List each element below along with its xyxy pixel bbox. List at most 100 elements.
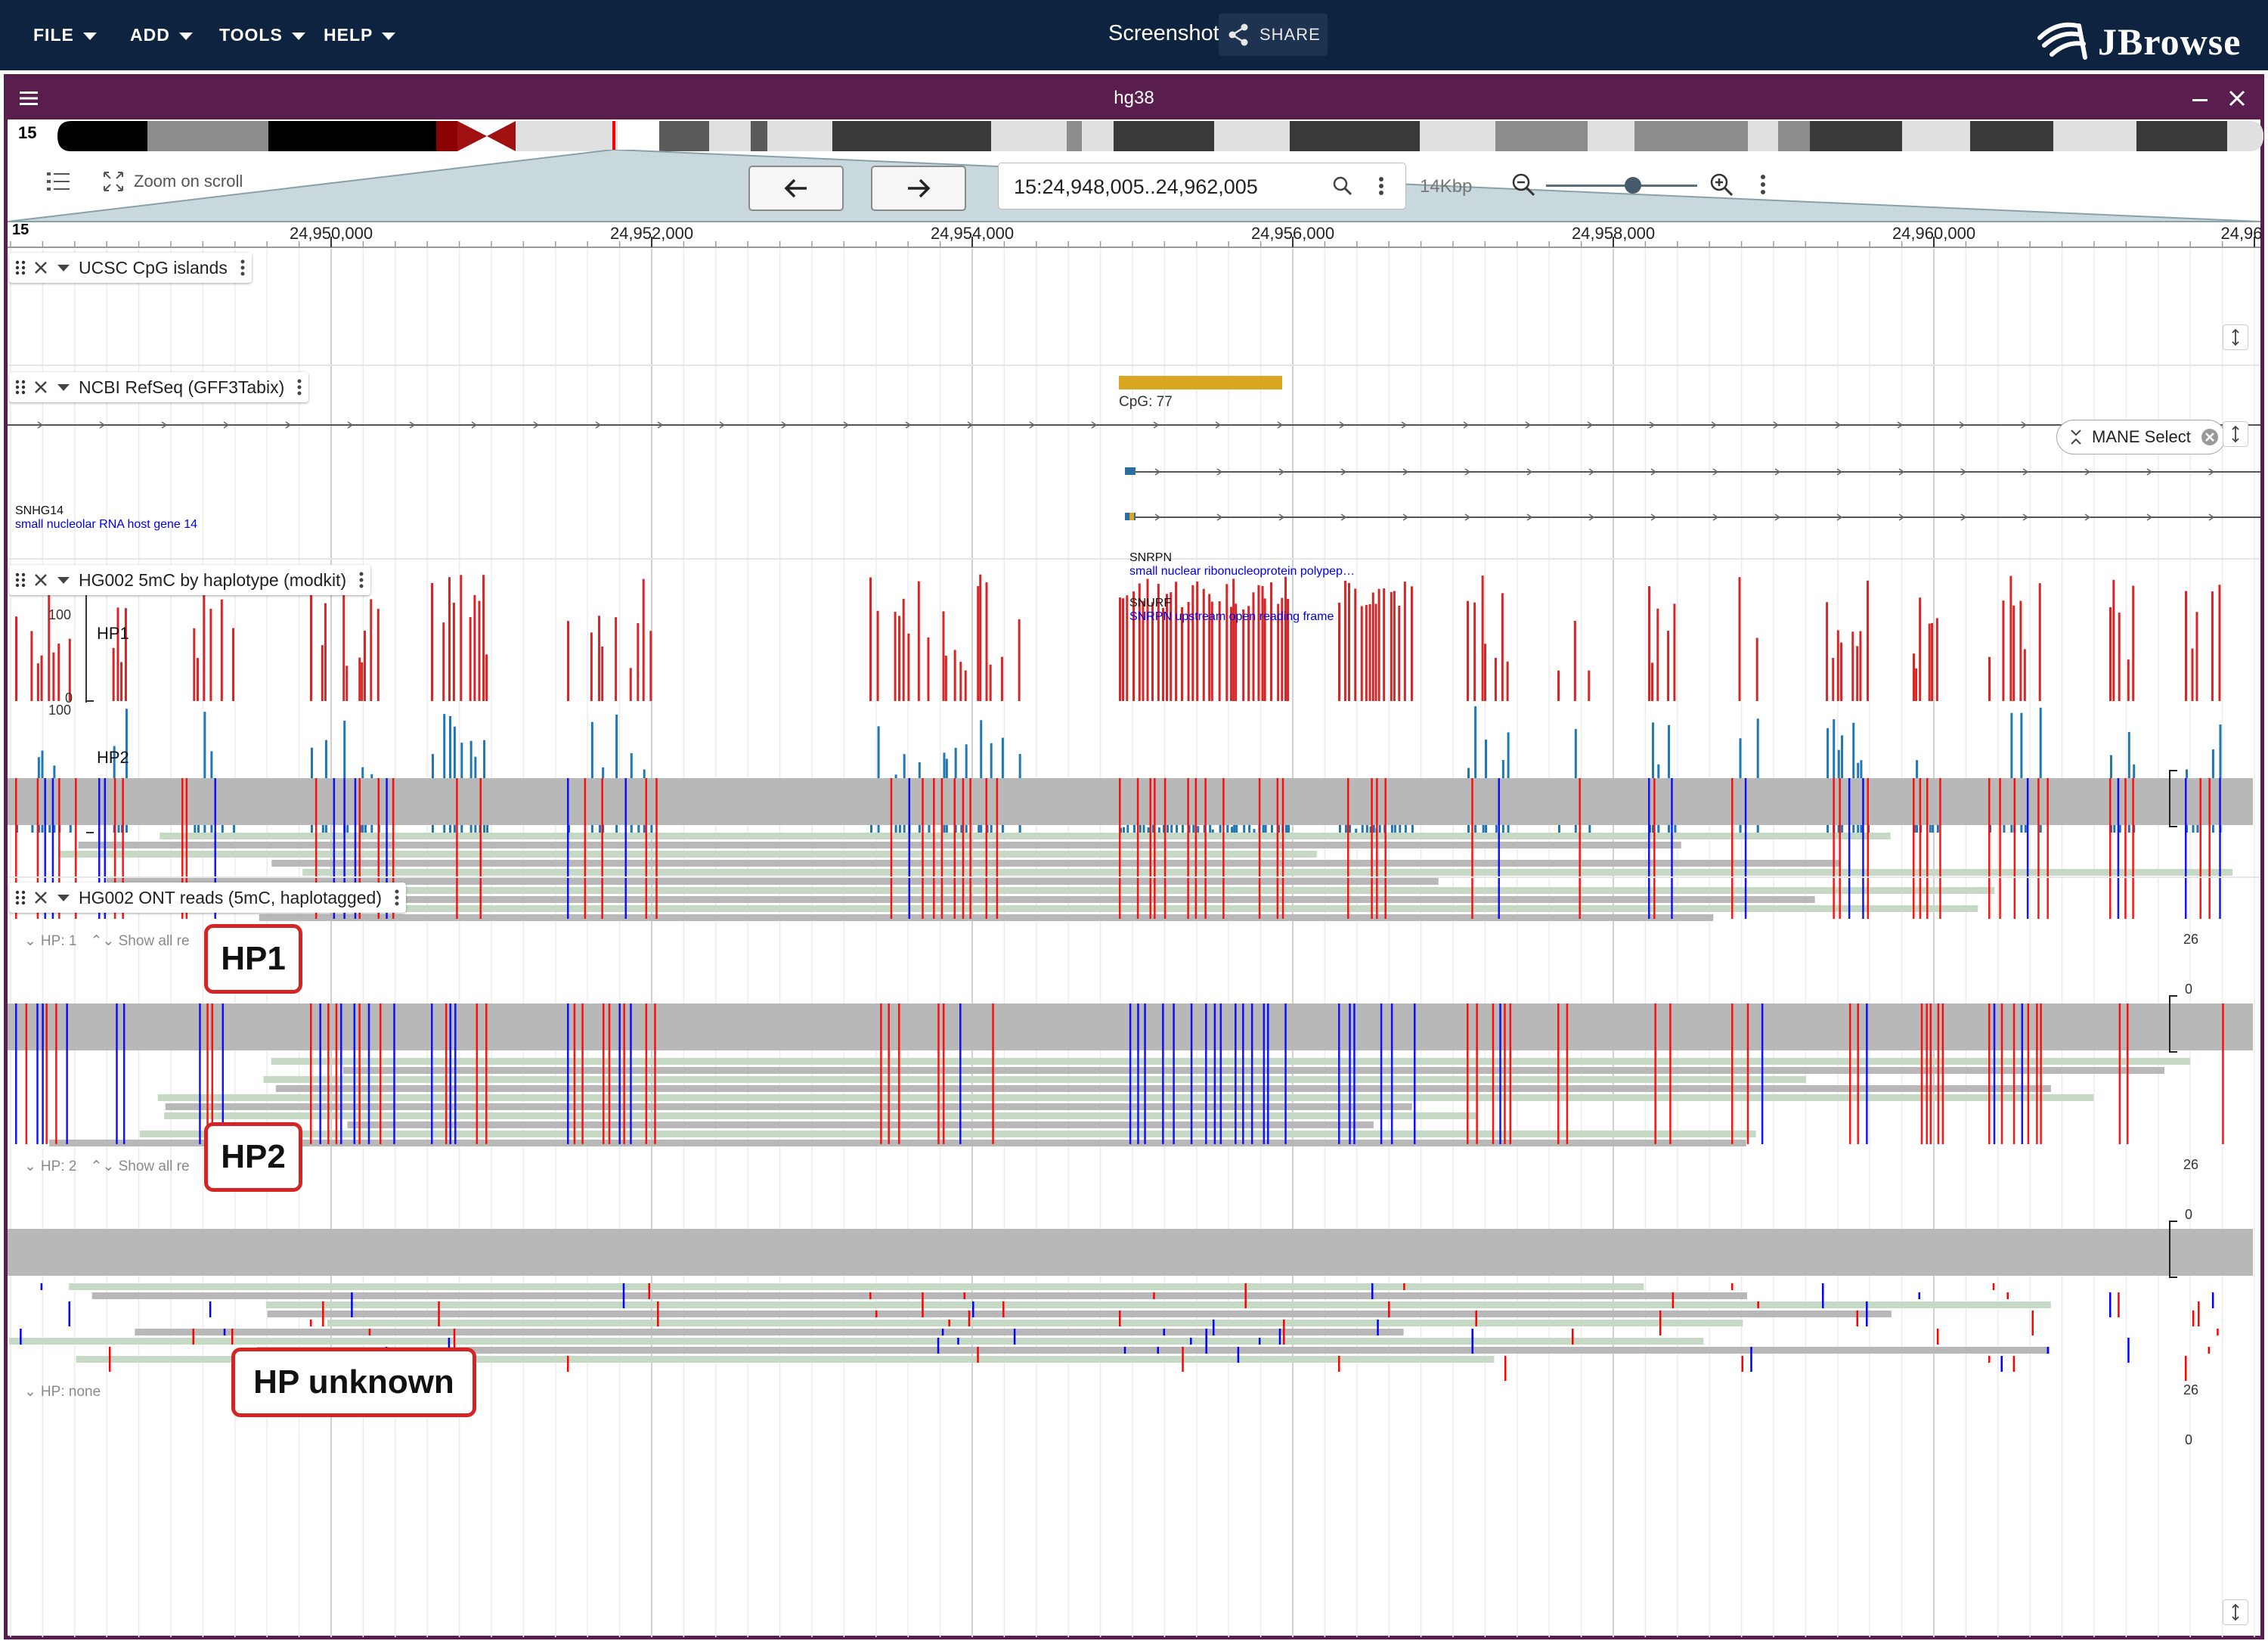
close-icon[interactable] [33,380,48,395]
modification-mark [1119,778,1121,919]
modification-mark [1939,778,1941,919]
group-collapse-icon[interactable]: ⌄ [24,933,36,949]
callout-hp-unknown-box: HP unknown [231,1348,476,1417]
strand-arrow [1526,468,1533,476]
modification-mark [1267,1004,1269,1144]
remove-filter-icon[interactable] [2200,427,2220,447]
group-header-hp1[interactable]: ⌄ HP: 1 ⌃⌄ Show all re [24,932,190,950]
track-separator[interactable] [8,558,2260,560]
drag-handle-icon[interactable] [15,889,26,906]
hp1-methylation-bar [1122,598,1125,701]
menu-icon[interactable] [18,88,39,108]
pan-left-button[interactable] [748,166,844,211]
group-collapse-icon[interactable]: ⌄ [24,1159,36,1174]
show-all-reads-toggle[interactable]: ⌃⌄ Show all re [90,1159,190,1174]
menu-tools[interactable]: TOOLS [219,21,305,48]
read [265,1301,2051,1308]
group-header-hp-none[interactable]: ⌄ HP: none [24,1383,101,1401]
strand-arrow [1836,513,1843,521]
hp2-methylation-bar [1157,827,1160,833]
collapse-track-icon[interactable] [57,894,70,901]
hp1-methylation-bar [1281,597,1284,701]
menu-help[interactable]: HELP [324,21,396,48]
track-resize-handle[interactable] [2223,421,2248,447]
more-vert-icon[interactable] [1377,175,1386,197]
modification-mark [1653,778,1656,919]
track-resize-handle[interactable] [2223,1599,2248,1625]
modification-mark [1349,1004,1351,1144]
hp1-methylation-bar [193,628,196,701]
strand-arrow [1463,421,1470,429]
close-icon[interactable] [33,572,48,588]
modification-mark [1263,1004,1266,1144]
more-vert-icon[interactable] [296,378,302,396]
more-vert-icon[interactable] [1758,173,1768,196]
more-vert-icon[interactable] [394,889,400,907]
minimize-icon[interactable] [2192,99,2208,101]
hp1-methylation-bar [2023,649,2026,701]
group-header-hp2[interactable]: ⌄ HP: 2 ⌃⌄ Show all re [24,1158,190,1175]
chromosome-ideogram[interactable] [54,121,2268,151]
read [153,887,1995,894]
location-search-input[interactable]: 15:24,948,005..24,962,005 [998,163,1406,209]
modification-mark [1856,1311,1858,1326]
zoom-slider[interactable] [1546,185,1697,187]
gene-name[interactable]: SNHG14 [15,504,64,517]
zoom-out-icon[interactable] [1510,172,1536,197]
hp1-methylation-bar [2009,575,2012,701]
menu-add[interactable]: ADD [130,21,193,48]
track-separator[interactable] [8,876,2260,878]
share-button[interactable]: SHARE [1219,14,1328,56]
close-icon[interactable] [2226,88,2248,109]
strand-arrow [719,421,726,429]
search-icon[interactable] [1331,175,1354,197]
cpg-island-feature[interactable] [1119,376,1282,389]
pan-right-button[interactable] [871,166,966,211]
hp1-methylation-bar [203,577,206,701]
zoom-in-icon[interactable] [1709,172,1734,197]
hp1-methylation-bar [112,647,115,701]
close-icon[interactable] [33,260,48,275]
close-icon[interactable] [33,890,48,905]
ruler[interactable] [8,222,2260,248]
drag-handle-icon[interactable] [15,379,26,396]
drag-handle-icon[interactable] [15,259,26,276]
track-separator[interactable] [8,364,2260,366]
menu-file[interactable]: FILE [33,21,97,48]
drag-handle-icon[interactable] [15,572,26,588]
hp2-methylation-bar [1339,822,1341,833]
read [342,1067,2165,1074]
modification-mark [2013,778,2016,919]
show-all-reads-toggle[interactable]: ⌃⌄ Show all re [90,933,190,949]
track-resize-handle[interactable] [2223,324,2248,350]
gene-name[interactable]: SNRPN [1129,551,1173,564]
zoom-slider-thumb[interactable] [1625,177,1641,194]
hp2-methylation-bar [1372,822,1375,833]
group-collapse-icon[interactable]: ⌄ [24,1384,36,1400]
collapse-track-icon[interactable] [57,264,70,271]
modification-mark [1162,1004,1164,1144]
more-vert-icon[interactable] [240,259,246,277]
modification-mark [2109,778,2112,919]
modification-mark [98,778,101,919]
mane-select-filter-chip[interactable]: MANE Select [2056,420,2226,454]
session-name[interactable]: Screenshot [1108,21,1219,45]
modification-mark [897,1004,900,1144]
more-vert-icon[interactable] [358,571,364,589]
hp1-methylation-bar [2112,579,2115,701]
hp2-methylation-bar [203,712,206,833]
modification-mark [438,1301,440,1326]
strand-arrow [781,421,788,429]
zoom-on-scroll-toggle[interactable]: Zoom on scroll [102,170,243,193]
hp1-methylation-bar [869,577,872,701]
collapse-track-icon[interactable] [57,576,70,584]
gene-name[interactable]: SNURF [1129,597,1172,610]
modification-mark [1278,1329,1281,1345]
collapse-track-icon[interactable] [57,383,70,391]
modification-mark [1388,1301,1390,1317]
hp1-methylation-bar [376,609,380,701]
hp1-methylation-bar [1252,592,1255,701]
modification-mark [104,778,107,919]
track-selector-icon[interactable] [45,170,71,193]
modification-mark [68,1301,71,1326]
